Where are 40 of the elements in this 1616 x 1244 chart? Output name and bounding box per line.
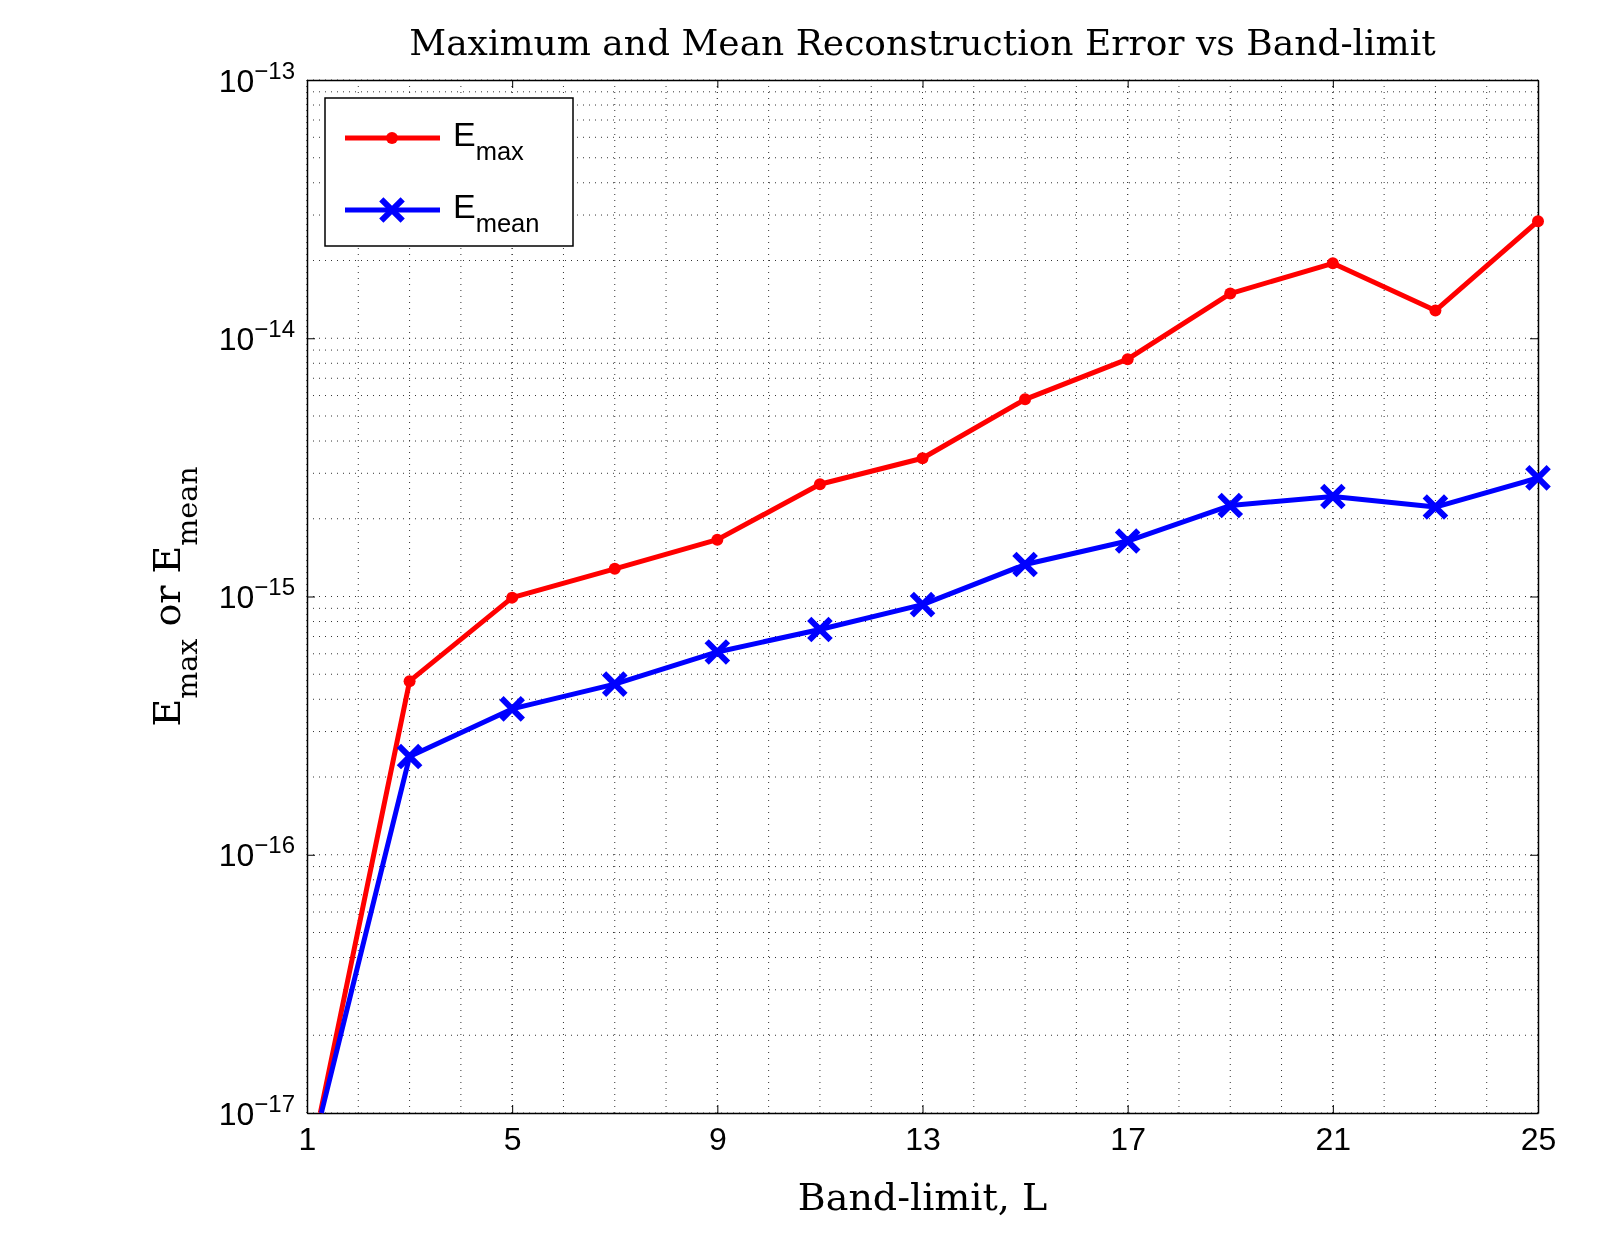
x-axis-title: Band-limit, L bbox=[797, 1175, 1048, 1219]
point bbox=[703, 638, 732, 666]
point bbox=[1113, 527, 1142, 555]
chart-title: Maximum and Mean Reconstruction Error vs Band-limit bbox=[409, 22, 1437, 63]
point bbox=[1524, 464, 1552, 492]
point bbox=[1429, 304, 1442, 317]
point bbox=[601, 670, 629, 698]
x-tick-label: 25 bbox=[1520, 1120, 1557, 1157]
x-tick-label: 1 bbox=[298, 1120, 317, 1157]
point bbox=[1532, 215, 1544, 228]
x-tick-label: 5 bbox=[503, 1120, 522, 1157]
y-tick-label: 10$^{−15}$ bbox=[218, 572, 295, 616]
point bbox=[498, 695, 526, 723]
point bbox=[1326, 257, 1339, 270]
point bbox=[1019, 393, 1032, 406]
y-tick-label: 10$^{−16}$ bbox=[218, 830, 295, 874]
point bbox=[1216, 491, 1244, 520]
point bbox=[1121, 353, 1134, 366]
point bbox=[1421, 493, 1450, 521]
legend-label: E$_{max}$ bbox=[453, 115, 525, 165]
x-tick-label: 13 bbox=[905, 1120, 941, 1157]
point bbox=[395, 742, 424, 771]
point bbox=[403, 675, 416, 688]
y-tick-label: 10$^{−13}$ bbox=[218, 56, 295, 99]
point bbox=[806, 615, 834, 644]
point bbox=[908, 590, 937, 619]
x-tick-label: 9 bbox=[708, 1120, 727, 1157]
point bbox=[1011, 550, 1039, 579]
y-tick-label: 10$^{−17}$ bbox=[218, 1089, 295, 1132]
point bbox=[711, 533, 724, 546]
x-tick-label: 17 bbox=[1110, 1120, 1146, 1157]
point bbox=[506, 591, 519, 604]
legend-label: E$_{mean}$ bbox=[453, 187, 540, 237]
point bbox=[1224, 287, 1237, 300]
point bbox=[608, 562, 621, 575]
x-tick-label: 21 bbox=[1315, 1120, 1352, 1157]
point bbox=[916, 452, 929, 465]
point bbox=[1319, 482, 1347, 511]
point bbox=[813, 478, 826, 491]
y-tick-label: 10$^{−14}$ bbox=[218, 314, 295, 357]
